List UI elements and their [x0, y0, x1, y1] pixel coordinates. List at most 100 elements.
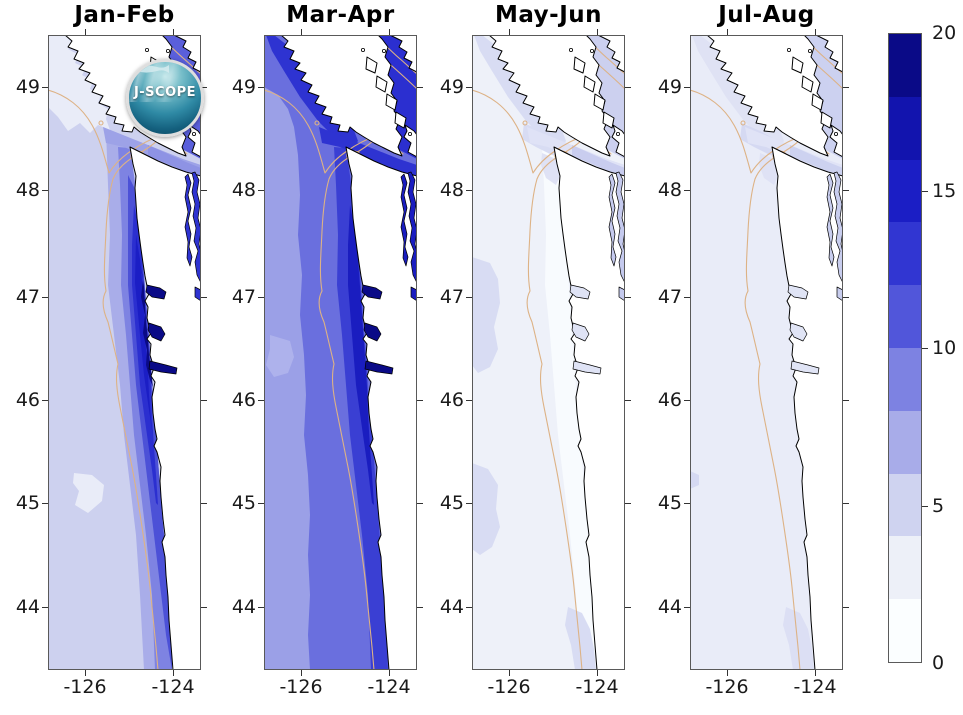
y-tick-mark [466, 400, 472, 401]
y-tick-mark [625, 87, 631, 88]
y-tick-mark [201, 190, 207, 191]
y-tick-mark [201, 607, 207, 608]
colorbar-segment [889, 221, 921, 286]
x-tick-label: -126 [63, 676, 107, 698]
y-tick-mark [843, 87, 849, 88]
islet [191, 132, 196, 137]
y-tick-label: 45 [657, 492, 682, 514]
map-panel-mar-apr: Mar-Apr 49 48 47 46 45 44 -126 -124 [232, 0, 423, 715]
panel-title: May-Jun [494, 2, 603, 28]
landmass [403, 124, 417, 158]
islet [382, 48, 387, 53]
islet [808, 48, 813, 53]
landmass [815, 35, 843, 73]
water-region-btmPatch [783, 607, 814, 670]
water-region-btmPatch [565, 607, 596, 670]
colorbar-segment [889, 473, 921, 537]
landmass [553, 146, 625, 670]
colorbar-tick-label: 10 [932, 337, 957, 359]
x-tick-label: -126 [279, 676, 323, 698]
y-tick-label: 48 [657, 179, 682, 201]
x-tick-label: -124 [151, 676, 195, 698]
y-tick-mark [417, 607, 423, 608]
x-tick-mark [727, 29, 728, 35]
estuary [789, 322, 808, 342]
puget-sound-channel [826, 173, 835, 267]
y-tick-label: 46 [439, 389, 464, 411]
landmass [394, 111, 407, 129]
landmass [771, 146, 843, 670]
landmass [611, 124, 625, 158]
y-tick-mark [466, 87, 472, 88]
y-tick-mark [258, 503, 264, 504]
axes-box [690, 35, 843, 670]
colorbar-segment [889, 96, 921, 160]
x-tick-mark [727, 670, 728, 676]
y-tick-label: 49 [15, 76, 40, 98]
x-tick-mark [389, 29, 390, 35]
y-tick-mark [42, 607, 48, 608]
x-tick-mark [85, 670, 86, 676]
islet [407, 132, 412, 137]
estuary [790, 360, 820, 375]
map-plot: J-SCOPE [48, 35, 204, 670]
puget-sound-channel [400, 173, 409, 267]
x-tick-mark [815, 670, 816, 676]
puget-sound-channel [194, 286, 201, 302]
estuary [787, 284, 809, 300]
colorbar-segment [889, 347, 921, 411]
y-tick-mark [42, 503, 48, 504]
colorbar-tick-label: 5 [932, 494, 945, 517]
y-tick-label: 46 [231, 389, 256, 411]
colorbar-segment [889, 535, 921, 600]
water-region-band810 [542, 147, 596, 670]
y-tick-label: 47 [231, 286, 256, 308]
y-tick-label: 48 [231, 179, 256, 201]
islet [145, 47, 150, 52]
y-tick-mark [201, 297, 207, 298]
landmass [187, 124, 201, 158]
estuary [571, 322, 590, 342]
landmass [801, 75, 814, 93]
y-tick-label: 45 [15, 492, 40, 514]
water-region-strait [319, 127, 417, 178]
y-tick-mark [466, 297, 472, 298]
estuary [572, 360, 602, 375]
islet [615, 132, 620, 137]
colorbar-tick-label: 20 [932, 22, 957, 44]
islet [166, 48, 171, 53]
y-tick-mark [417, 87, 423, 88]
x-tick-mark [301, 29, 302, 35]
bathymetry-contour-ring [314, 120, 320, 126]
x-tick-mark [173, 29, 174, 35]
y-tick-mark [417, 503, 423, 504]
map-svg-mar-apr [264, 35, 417, 670]
landmass [820, 111, 833, 129]
x-tick-mark [597, 670, 598, 676]
colorbar-segment [889, 284, 921, 348]
panel-title: Jan-Feb [74, 2, 175, 28]
y-tick-mark [201, 87, 207, 88]
puget-sound-channel [407, 171, 417, 284]
landmass [811, 93, 824, 111]
colorbar-tick-mark [922, 190, 928, 192]
x-tick-mark [301, 670, 302, 676]
y-tick-label: 49 [657, 76, 682, 98]
estuary [148, 360, 178, 375]
x-tick-mark [509, 29, 510, 35]
y-tick-mark [42, 190, 48, 191]
y-tick-mark [684, 190, 690, 191]
puget-sound-channel [618, 286, 625, 302]
y-tick-mark [684, 607, 690, 608]
islet [569, 47, 574, 52]
y-tick-mark [258, 607, 264, 608]
landmass [593, 93, 606, 111]
estuary [145, 284, 167, 300]
panel-title: Mar-Apr [286, 2, 395, 28]
estuary [147, 322, 166, 342]
y-tick-mark [466, 607, 472, 608]
axes-box [264, 35, 417, 670]
logo-text: J-SCOPE [133, 85, 197, 100]
islet [833, 132, 838, 137]
y-tick-mark [843, 607, 849, 608]
